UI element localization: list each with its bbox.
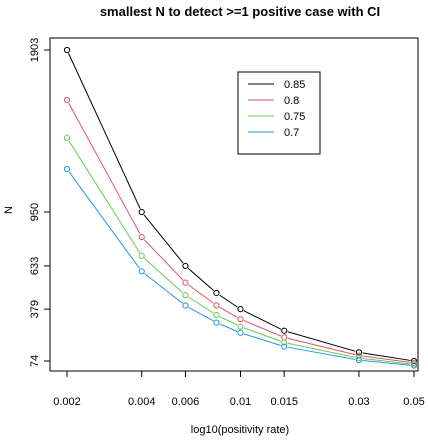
chart-title: smallest N to detect >=1 positive case w… (100, 4, 380, 19)
data-point (63, 46, 71, 54)
legend-label: 0.7 (284, 127, 299, 139)
data-point (237, 316, 244, 323)
x-tick-label: 0.03 (348, 396, 369, 408)
series-line-segment (219, 306, 238, 318)
data-point (355, 355, 363, 362)
series-line-segment (188, 296, 214, 314)
x-tick-label: 0.01 (230, 396, 251, 408)
data-point (410, 357, 418, 365)
series-line-segment (362, 352, 411, 361)
series-line-segment (219, 294, 238, 308)
legend: 0.85 0.8 0.75 0.7 (237, 71, 321, 155)
series-line-segment (287, 346, 356, 360)
series-line-segment (219, 323, 238, 332)
data-point (138, 268, 145, 275)
series-line-segment (188, 306, 214, 322)
series-line-segment (187, 267, 215, 291)
x-axis-label: log10(positivity rate) (191, 424, 289, 436)
series-0.7 (63, 165, 418, 369)
data-point (213, 311, 220, 319)
series-line-segment (68, 140, 141, 254)
data-point (182, 279, 189, 286)
series-line-segment (243, 327, 281, 342)
series-line-segment (362, 358, 411, 365)
plot-frame (49, 37, 419, 372)
data-point (237, 306, 244, 313)
series-line-segment (287, 337, 356, 356)
data-point (355, 349, 363, 356)
y-tick-label: 74 (29, 355, 41, 367)
series-0.75 (63, 134, 418, 368)
data-point (213, 319, 220, 326)
x-tick-label: 0.002 (53, 396, 81, 408)
series-line-segment (143, 239, 184, 281)
series-line-segment (143, 214, 184, 264)
y-tick-label: 379 (29, 300, 41, 318)
data-point (63, 96, 71, 104)
series-line-segment (68, 171, 141, 269)
data-point (138, 208, 145, 216)
series-line-segment (219, 316, 238, 326)
series-group (63, 46, 418, 369)
axes: 0.002 0.004 0.006 0.01 0.015 0.03 0.05 74 379 633… (29, 38, 425, 408)
data-point (138, 252, 145, 260)
data-point (63, 134, 71, 142)
y-tick-label: 1903 (29, 38, 41, 62)
legend-box (237, 71, 321, 155)
x-tick-label: 0.006 (172, 396, 200, 408)
x-tick-label: 0.004 (128, 396, 156, 408)
series-line-segment (362, 360, 411, 366)
legend-label: 0.75 (284, 111, 305, 123)
data-point (237, 329, 244, 336)
data-point (281, 327, 288, 334)
series-line-segment (362, 355, 411, 363)
series-line-segment (68, 102, 141, 235)
data-point (281, 339, 288, 346)
legend-label: 0.8 (284, 95, 299, 107)
y-tick-label: 633 (29, 257, 41, 275)
series-line-segment (68, 53, 141, 209)
data-point (355, 357, 363, 364)
data-point (213, 302, 220, 309)
data-point (281, 343, 288, 350)
data-point (355, 352, 363, 359)
y-tick-label: 950 (29, 203, 41, 221)
data-point (213, 289, 220, 297)
data-point (63, 165, 71, 173)
data-point (138, 233, 145, 241)
data-point (182, 292, 189, 299)
x-tick-label: 0.015 (270, 396, 298, 408)
series-line-segment (144, 273, 183, 304)
data-point (182, 302, 189, 309)
x-tick-label: 0.05 (403, 396, 424, 408)
y-axis-label: N (3, 206, 15, 214)
series-line-segment (287, 331, 356, 352)
series-line-segment (144, 257, 184, 294)
series-line-segment (243, 333, 281, 346)
series-0.8 (63, 96, 418, 366)
data-point (182, 262, 189, 270)
series-line-segment (243, 310, 282, 330)
series-line-segment (243, 320, 282, 337)
data-point (410, 362, 418, 369)
series-line-segment (287, 342, 356, 358)
data-point (281, 334, 288, 341)
legend-label: 0.85 (284, 79, 305, 91)
data-point (237, 323, 244, 330)
series-line-segment (188, 284, 214, 304)
series-0.85 (63, 46, 418, 365)
